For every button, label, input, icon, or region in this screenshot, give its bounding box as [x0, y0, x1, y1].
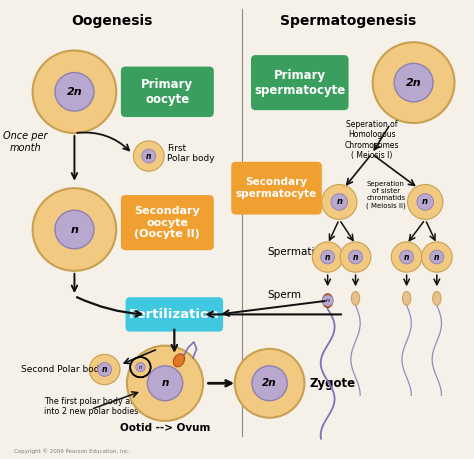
Text: Spermatid: Spermatid	[267, 247, 321, 257]
Text: The first polar body also divides
into 2 new polar bodies: The first polar body also divides into 2…	[44, 397, 173, 416]
Circle shape	[321, 250, 335, 264]
Circle shape	[136, 363, 145, 372]
Text: 2n: 2n	[262, 378, 277, 388]
Text: Second Polar body: Second Polar body	[21, 365, 105, 374]
Text: Spermatogenesis: Spermatogenesis	[281, 14, 417, 28]
Ellipse shape	[402, 291, 411, 305]
Circle shape	[33, 188, 116, 271]
Circle shape	[331, 194, 347, 210]
Circle shape	[235, 349, 304, 418]
Ellipse shape	[351, 291, 360, 305]
Circle shape	[33, 50, 116, 133]
Ellipse shape	[433, 291, 441, 305]
Circle shape	[322, 295, 333, 306]
Circle shape	[348, 250, 363, 264]
Circle shape	[417, 194, 434, 210]
Circle shape	[130, 357, 151, 377]
Text: Copyright © 2009 Pearson Education, Inc.: Copyright © 2009 Pearson Education, Inc.	[14, 448, 130, 453]
Text: Ootid --> Ovum: Ootid --> Ovum	[120, 423, 210, 433]
FancyBboxPatch shape	[121, 195, 214, 250]
Circle shape	[89, 354, 120, 385]
Circle shape	[147, 366, 182, 401]
Circle shape	[421, 242, 452, 272]
FancyBboxPatch shape	[251, 55, 348, 110]
Circle shape	[127, 346, 203, 421]
Ellipse shape	[322, 294, 333, 308]
Text: n: n	[422, 197, 428, 207]
FancyBboxPatch shape	[121, 67, 214, 117]
Text: n: n	[336, 197, 342, 207]
Circle shape	[340, 242, 371, 272]
FancyBboxPatch shape	[231, 162, 322, 215]
Text: 2n: 2n	[67, 87, 82, 97]
Ellipse shape	[173, 354, 184, 367]
Text: Seperation
of sister
chromatids
( Meiosis II): Seperation of sister chromatids ( Meiosi…	[366, 181, 406, 209]
Text: Fertilization: Fertilization	[129, 308, 219, 321]
Circle shape	[408, 185, 443, 219]
Circle shape	[312, 242, 343, 272]
Circle shape	[98, 363, 111, 376]
Text: n: n	[326, 298, 329, 303]
Text: Once per
month: Once per month	[3, 131, 48, 153]
Text: Secondary
oocyte
(Oocyte II): Secondary oocyte (Oocyte II)	[135, 206, 200, 239]
Text: First
Polar body: First Polar body	[167, 144, 215, 163]
Text: Sperm: Sperm	[267, 290, 301, 300]
Text: n: n	[434, 252, 439, 262]
Circle shape	[142, 149, 156, 163]
Text: n: n	[325, 252, 330, 262]
Text: n: n	[161, 378, 169, 388]
Circle shape	[392, 242, 422, 272]
Text: Primary
oocyte: Primary oocyte	[141, 78, 193, 106]
Circle shape	[55, 73, 94, 111]
Text: Oogenesis: Oogenesis	[71, 14, 152, 28]
Text: n: n	[102, 365, 107, 374]
Text: n: n	[71, 224, 78, 235]
Text: Primary
spermatocyte: Primary spermatocyte	[254, 68, 346, 97]
Circle shape	[394, 63, 433, 102]
Text: n: n	[139, 365, 142, 369]
Circle shape	[321, 185, 357, 219]
Text: n: n	[353, 252, 358, 262]
Text: Secondary
spermatocyte: Secondary spermatocyte	[236, 177, 317, 199]
Circle shape	[252, 366, 287, 401]
Text: 2n: 2n	[406, 78, 421, 88]
Circle shape	[430, 250, 444, 264]
Circle shape	[134, 141, 164, 171]
Circle shape	[400, 250, 414, 264]
FancyBboxPatch shape	[126, 297, 223, 331]
Text: Seperation of
Homologous
Chromosomes
( Meiosis I): Seperation of Homologous Chromosomes ( M…	[345, 120, 399, 160]
Text: n: n	[146, 151, 152, 161]
Text: n: n	[404, 252, 410, 262]
Circle shape	[373, 42, 455, 123]
Text: Zygote: Zygote	[309, 377, 355, 390]
Circle shape	[55, 210, 94, 249]
